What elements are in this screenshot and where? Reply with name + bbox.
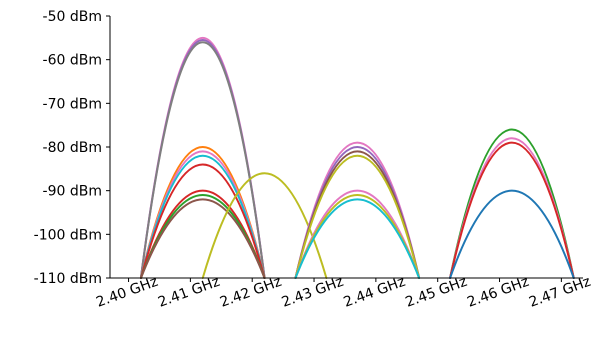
series-curve-17 — [294, 198, 421, 279]
series-curve-2 — [139, 41, 266, 279]
axes-layer: -50 dBm -60 dBm -70 dBm -80 dBm -90 dBm -100 … — [34, 9, 592, 311]
y-tick-label: -110 dBm — [34, 271, 102, 287]
series-layer — [139, 37, 575, 279]
series-curve-18 — [449, 128, 575, 279]
series-curve-10 — [201, 172, 328, 279]
series-curve-14 — [294, 154, 421, 279]
x-tick-label: 2.42 GHz — [218, 274, 284, 311]
x-tick-label: 2.41 GHz — [156, 274, 222, 311]
y-tick-label: -50 dBm — [43, 9, 102, 25]
y-tick-label: -70 dBm — [43, 96, 102, 112]
x-tick-label: 2.40 GHz — [94, 274, 160, 311]
x-tick-label: 2.44 GHz — [342, 274, 408, 311]
series-curve-21 — [449, 189, 575, 279]
y-tick-label: -90 dBm — [43, 184, 102, 200]
series-curve-20 — [449, 141, 575, 279]
x-tick-label: 2.45 GHz — [403, 274, 469, 311]
x-tick-label: 2.43 GHz — [280, 274, 346, 311]
series-curve-6 — [139, 163, 266, 279]
x-tick-label: 2.47 GHz — [527, 274, 592, 311]
series-curve-9 — [139, 198, 266, 279]
x-tick-label: 2.46 GHz — [465, 274, 531, 311]
y-tick-label: -100 dBm — [34, 227, 102, 243]
y-tick-label: -60 dBm — [43, 53, 102, 69]
series-curve-5 — [139, 154, 266, 279]
y-tick-label: -80 dBm — [43, 140, 102, 156]
